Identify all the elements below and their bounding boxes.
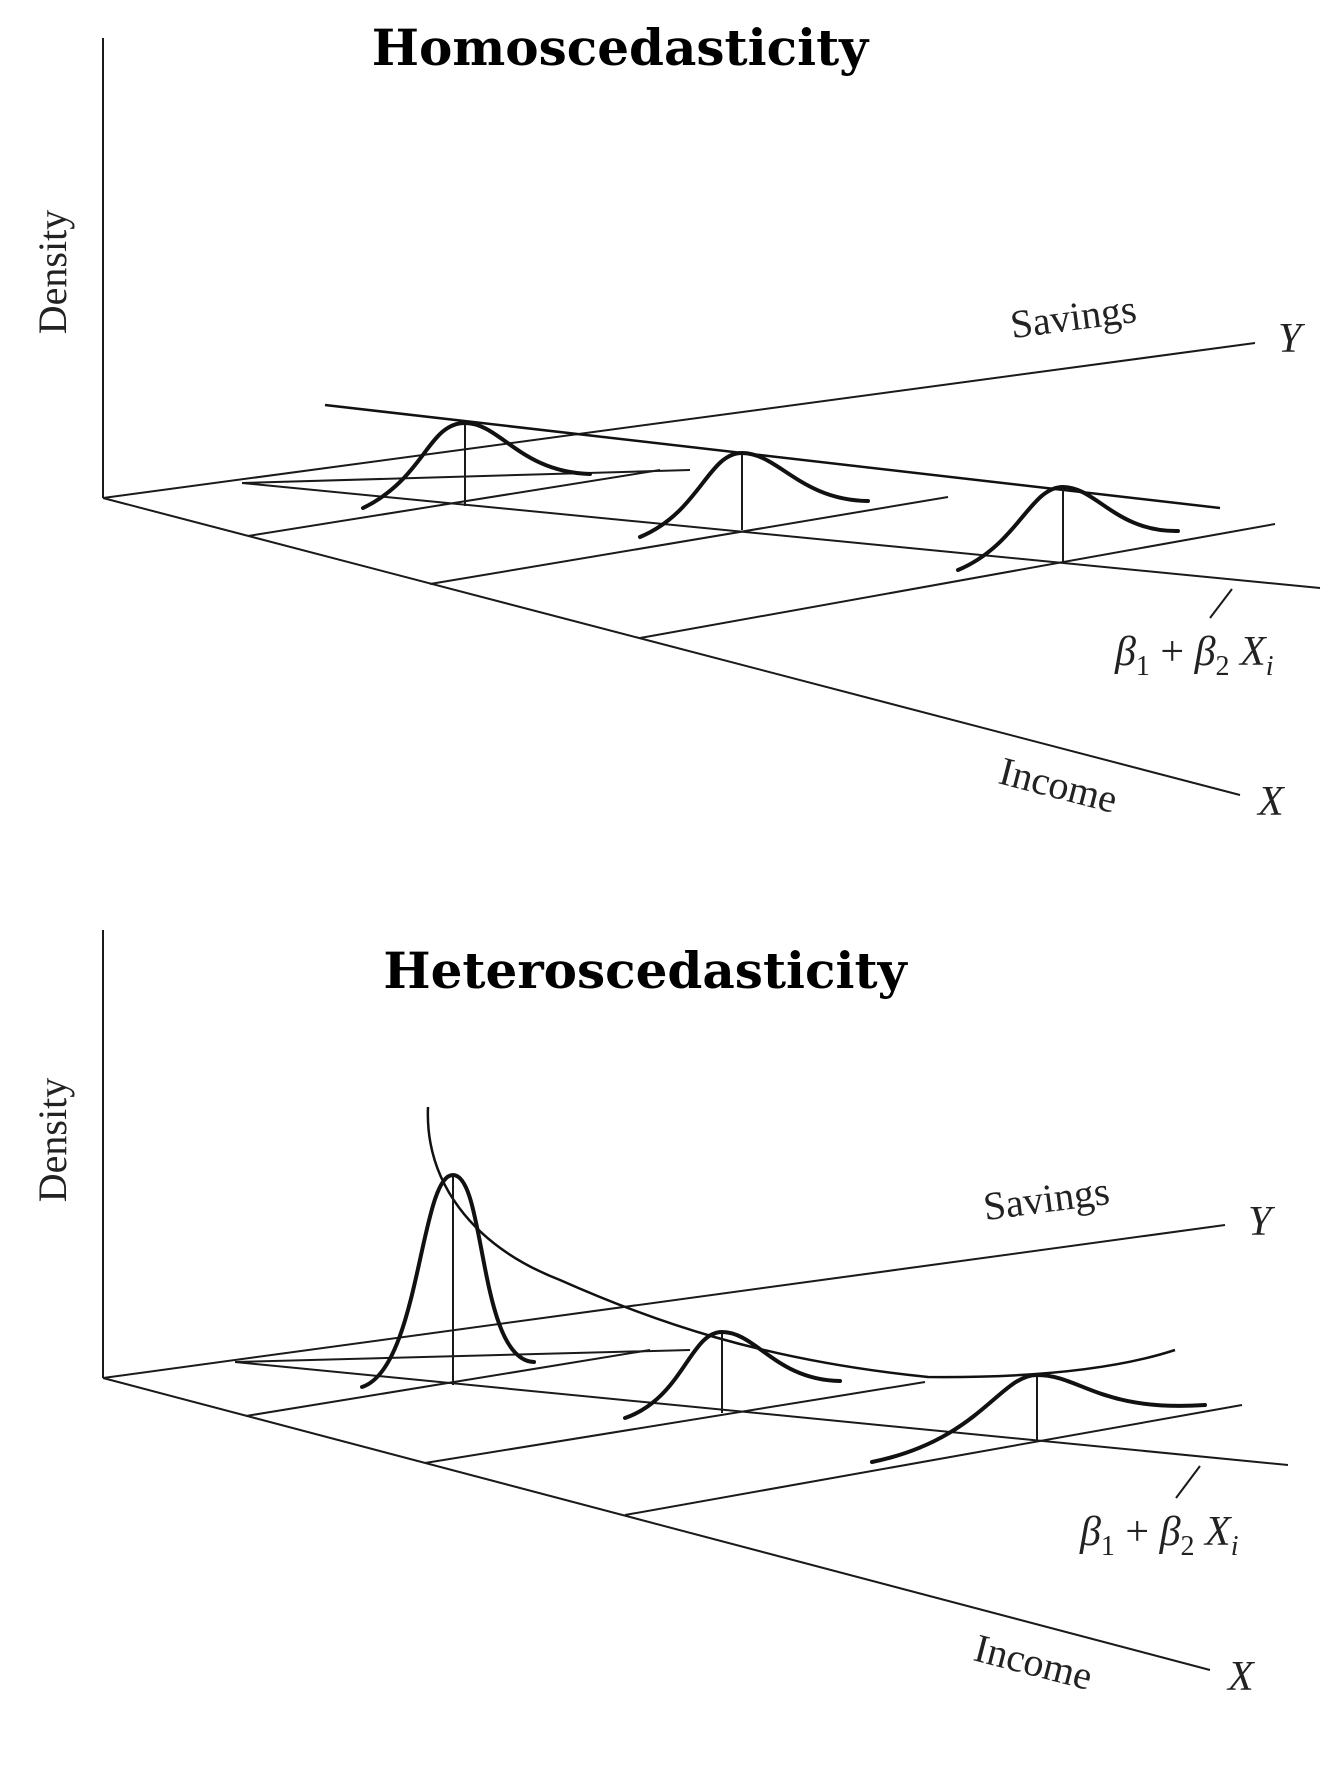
grid-line xyxy=(429,496,949,585)
conditional-distribution-2 xyxy=(623,1329,842,1420)
y-axis-letter: Y xyxy=(1278,316,1306,362)
savings-label: Savings xyxy=(1007,286,1138,347)
variance-curve xyxy=(426,1106,1176,1379)
savings-label: Savings xyxy=(980,1168,1111,1229)
panel-title: Homoscedasticity xyxy=(372,18,870,77)
density-label: Density xyxy=(30,210,75,334)
regression-label: β1 + β2 Xi xyxy=(1114,629,1273,682)
conditional-distribution-1 xyxy=(361,420,592,510)
conditional-distribution-3 xyxy=(956,484,1180,572)
panel-title: Heteroscedasticity xyxy=(383,941,908,1000)
x-axis-letter: X xyxy=(1226,1654,1256,1700)
regression-label-pointer xyxy=(1209,588,1233,619)
grid-line xyxy=(624,1404,1243,1516)
grid-line xyxy=(241,482,1321,589)
x-axis-letter: X xyxy=(1256,779,1286,825)
savings-axis xyxy=(102,1224,1226,1379)
homoscedasticity-panel: Homoscedasticity Density Savings Y Incom… xyxy=(30,18,1321,825)
conditional-distribution-1 xyxy=(360,1172,536,1389)
savings-axis xyxy=(102,342,1256,499)
conditional-distribution-3 xyxy=(870,1372,1207,1464)
y-axis-letter: Y xyxy=(1248,1199,1276,1245)
grid-line xyxy=(424,1381,926,1464)
income-axis xyxy=(102,1377,1211,1671)
income-axis xyxy=(102,497,1241,796)
regression-label-pointer xyxy=(1175,1465,1201,1499)
conditional-distribution-2 xyxy=(638,450,870,539)
regression-label: β1 + β2 Xi xyxy=(1079,1509,1238,1562)
grid-line xyxy=(234,1349,691,1363)
heteroscedasticity-panel: Heteroscedasticity Density Savings Y Inc… xyxy=(30,930,1289,1700)
density-label: Density xyxy=(30,1078,75,1202)
grid-line xyxy=(639,523,1276,639)
grid-line xyxy=(234,1361,1289,1466)
